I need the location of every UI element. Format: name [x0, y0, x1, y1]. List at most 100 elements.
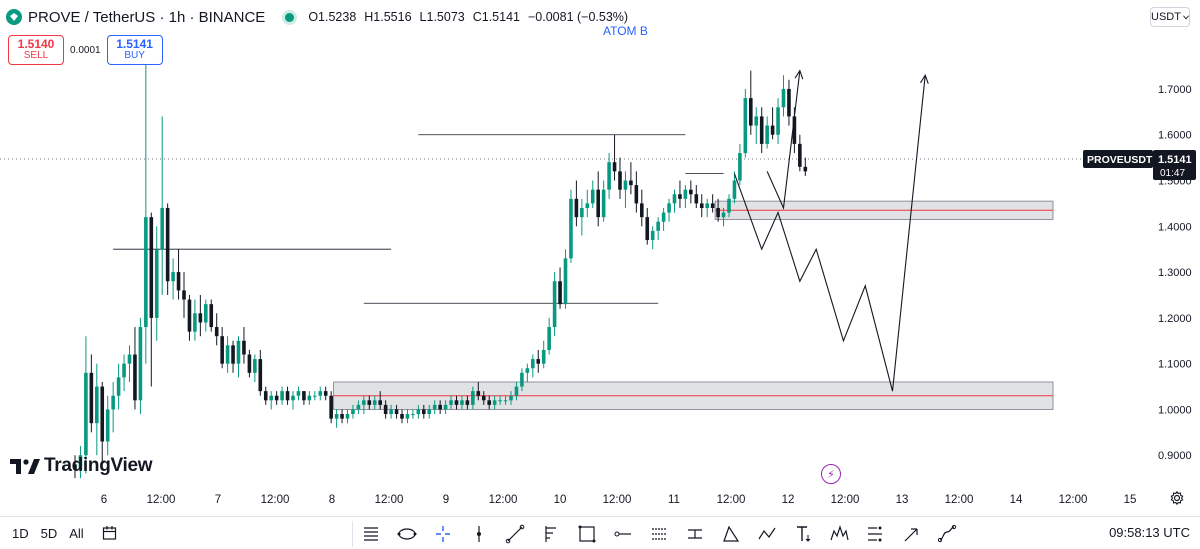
projection-tool-button[interactable]	[857, 521, 893, 547]
candle-body	[362, 400, 366, 405]
x-tick-label: 8	[329, 494, 335, 506]
candle-body	[449, 400, 453, 405]
y-tick-label: 0.9000	[1158, 450, 1192, 462]
x-tick-label: 12:00	[147, 494, 176, 506]
candle-body	[645, 217, 650, 241]
gear-icon[interactable]	[1170, 491, 1184, 505]
candle	[776, 98, 780, 144]
candle-body	[400, 414, 404, 419]
horizontal-lines-tool-button[interactable]	[353, 521, 389, 547]
x-tick-label: 12:00	[945, 494, 974, 506]
symbol-price-tag: PROVEUSDT 1.5141 01:47	[1083, 150, 1196, 180]
projection-arrowhead-0	[920, 73, 929, 84]
shape-ellipse-tool-button[interactable]	[389, 521, 425, 547]
candle	[618, 157, 622, 199]
candle-body	[492, 400, 497, 405]
trend-line-tool-button[interactable]	[497, 521, 533, 547]
horizontal-ray-tool-button[interactable]	[605, 521, 641, 547]
candle-body	[563, 258, 568, 305]
vertical-line-tool-button[interactable]	[461, 521, 497, 547]
x-tick-label: 10	[554, 494, 567, 506]
candle-body	[176, 272, 181, 291]
chart-header: PROVE / TetherUS · 1h · BINANCE O1.5238 …	[0, 0, 1140, 34]
candle	[629, 162, 633, 195]
candle	[258, 349, 263, 396]
horizontal-levels	[113, 134, 724, 304]
sell-button[interactable]: 1.5140 SELL	[8, 35, 64, 65]
x-tick-label: 12:00	[489, 494, 518, 506]
candle-body	[727, 198, 731, 213]
candle	[127, 345, 132, 382]
x-tick-label: 6	[101, 494, 107, 506]
candle	[187, 294, 192, 341]
clock[interactable]: 09:58:13 UTC	[1109, 525, 1190, 540]
candle	[73, 455, 77, 479]
x-tick-label: 11	[668, 494, 680, 506]
candle	[585, 189, 590, 218]
candle-body	[454, 400, 459, 405]
crosshair-tool-button[interactable]	[425, 521, 461, 547]
bottom-toolbar: 1D 5D All 09:58:13 UTC	[0, 516, 1200, 549]
candle-body	[220, 336, 224, 364]
range-all-button[interactable]: All	[69, 525, 84, 541]
tradingview-logo-icon	[10, 459, 40, 474]
candle-body	[574, 198, 579, 218]
pattern-tool-button[interactable]	[821, 521, 857, 547]
candle-body	[231, 345, 235, 364]
candle-body	[781, 88, 786, 108]
candle	[509, 391, 513, 405]
candle	[345, 409, 350, 424]
candle-body	[585, 203, 590, 208]
candle	[683, 185, 688, 208]
candle	[672, 189, 677, 213]
candle-body	[770, 125, 775, 135]
candle	[78, 446, 83, 479]
candle-body	[329, 395, 333, 419]
candle	[149, 212, 154, 387]
candle-body	[411, 414, 415, 416]
candle-body	[465, 400, 470, 405]
calendar-icon[interactable]	[102, 525, 118, 541]
rectangle-tool-button[interactable]	[569, 521, 605, 547]
polyline-tool-button[interactable]	[749, 521, 785, 547]
pattern-icon	[830, 525, 849, 541]
candle	[640, 189, 644, 227]
x-tick-label: 12:00	[1059, 494, 1088, 506]
candle	[176, 249, 181, 300]
range-5d-button[interactable]: 5D	[40, 525, 58, 541]
candle	[340, 409, 344, 424]
candle	[334, 409, 339, 428]
range-1d-button[interactable]: 1D	[12, 525, 29, 541]
triangle-tool-button[interactable]	[713, 521, 749, 547]
candle-body	[291, 395, 295, 401]
rectangle-icon	[578, 525, 596, 543]
range-tool-button[interactable]	[677, 521, 713, 547]
candle	[580, 198, 584, 236]
candle-body	[160, 207, 164, 250]
text-tool-button[interactable]	[785, 521, 821, 547]
candle-body	[569, 198, 573, 259]
channel-tool-button[interactable]	[641, 521, 677, 547]
candle	[182, 272, 186, 318]
candle-body	[705, 203, 709, 208]
crosshair-icon	[436, 526, 450, 542]
candle-body	[699, 203, 704, 208]
buy-button[interactable]: 1.5141 BUY	[106, 35, 163, 65]
candle	[650, 226, 655, 250]
y-tick-label: 1.7000	[1158, 84, 1192, 96]
sell-label: SELL	[23, 50, 49, 61]
lightning-icon[interactable]: ⚡	[821, 464, 841, 484]
candle-body	[394, 409, 399, 415]
path-tool-button[interactable]	[929, 521, 965, 547]
candle	[214, 313, 219, 346]
candle	[367, 395, 372, 410]
currency-selector[interactable]: USDT	[1150, 7, 1190, 27]
symbol-title[interactable]: PROVE / TetherUS · 1h · BINANCE	[28, 8, 266, 26]
candle	[563, 249, 568, 309]
candle	[574, 180, 579, 227]
x-tick-label: 12:00	[261, 494, 290, 506]
candle	[471, 386, 475, 410]
fib-tool-button[interactable]	[533, 521, 569, 547]
arrow-tool-button[interactable]	[893, 521, 929, 547]
